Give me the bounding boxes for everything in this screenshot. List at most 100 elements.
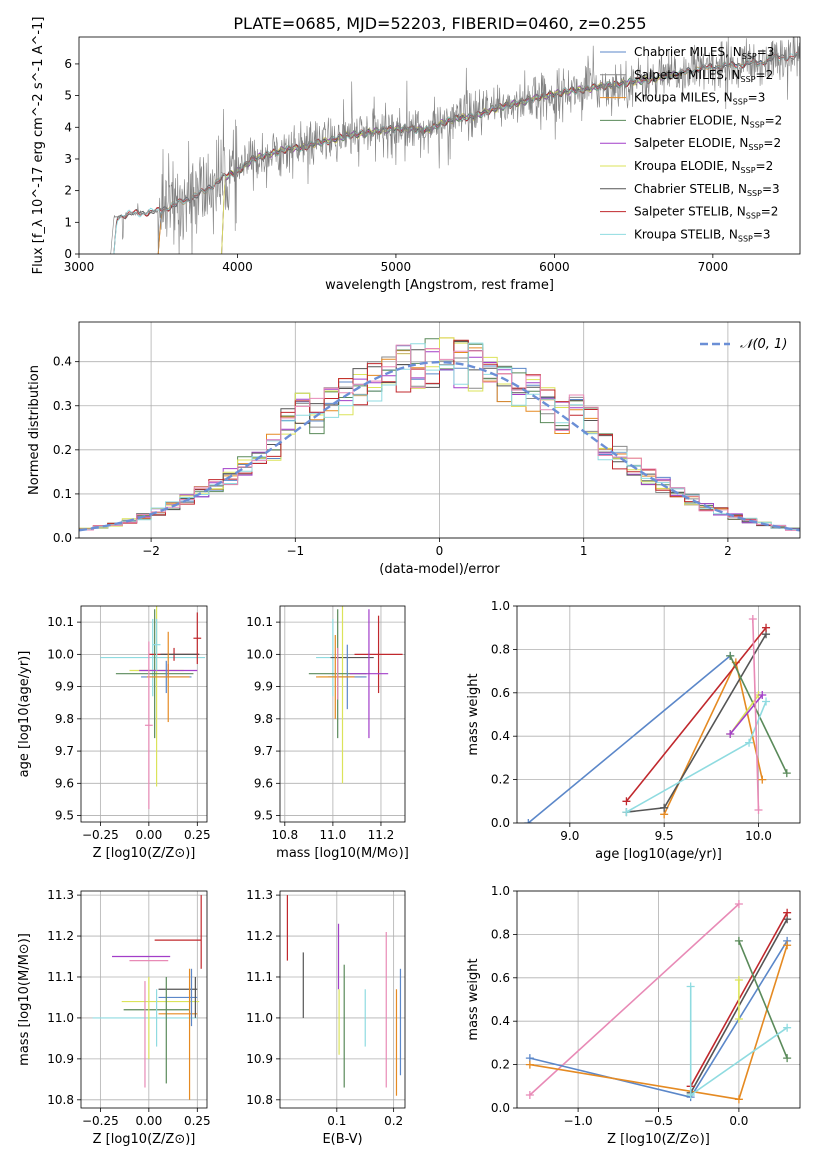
y-tick-label: 10.9 — [47, 1052, 74, 1066]
weight-marker — [734, 900, 743, 909]
y-axis-label: mass weight — [466, 958, 481, 1040]
weight-marker — [783, 1023, 792, 1032]
normal-curve — [79, 360, 800, 532]
legend-entry: Chabrier STELIB, NSSP=3 — [634, 182, 780, 198]
x-tick-label: 0.2 — [384, 1114, 403, 1128]
y-tick-label: 9.9 — [254, 680, 273, 694]
model-spectrum-line — [221, 71, 681, 254]
y-tick-label: 1.0 — [491, 599, 510, 613]
legend-entry: Salpeter ELODIE, NSSP=2 — [634, 136, 781, 152]
y-tick-label: 9.6 — [254, 776, 273, 790]
y-axis-label: mass [log10(M/M⊙)] — [17, 933, 32, 1066]
x-tick-label: 11.2 — [368, 828, 395, 842]
axes-frame — [78, 36, 801, 255]
weight-line — [626, 633, 767, 813]
weight-marker — [762, 697, 771, 706]
x-tick-label: 7000 — [698, 260, 729, 274]
weight-marker — [734, 936, 743, 945]
y-tick-label: 0.4 — [491, 729, 510, 743]
y-tick-label: 9.8 — [254, 712, 273, 726]
histogram-step — [79, 339, 800, 531]
y-tick-label: 0.0 — [491, 1101, 510, 1115]
weight-marker — [660, 803, 669, 812]
weight-line — [752, 618, 760, 811]
axes-frame — [516, 890, 801, 1109]
legend-entry: Salpeter STELIB, NSSP=2 — [634, 205, 778, 221]
mass-vs-ebv-axes: 0.1 0.2 10.8 10.9 11.0 11.1 11.2 11.3 E(B-V) — [246, 888, 406, 1147]
weight-line — [729, 655, 788, 774]
x-tick-label: 5000 — [381, 260, 412, 274]
y-tick-label: 9.6 — [55, 776, 74, 790]
age-vs-Z-axes: −0.25 0.00 0.25 9.5 9.6 9.7 9.8 9.9 10.0 10.1 Z [l… — [17, 605, 211, 861]
axes-frame — [80, 605, 208, 823]
y-tick-label: 0.4 — [53, 355, 72, 369]
massweight-vs-Z-axes: −1.0 −0.5 0.0 0.0 0.2 0.4 0.6 0.8 1.0 Z [log10(Z/… — [466, 884, 801, 1147]
y-tick-label: 11.3 — [246, 888, 273, 902]
x-tick-label: 10.8 — [271, 828, 298, 842]
axes-frame — [80, 890, 208, 1109]
weight-marker — [734, 975, 743, 984]
y-tick-label: 2 — [64, 184, 72, 198]
y-tick-label: 10.1 — [246, 615, 273, 629]
y-tick-label: 0.1 — [53, 487, 72, 501]
legend-entry: Chabrier MILES, NSSP=3 — [634, 45, 774, 61]
histogram-step — [79, 344, 800, 531]
axes-frame — [279, 890, 406, 1109]
x-tick-label: 9.5 — [655, 829, 674, 843]
y-tick-label: 10.8 — [246, 1093, 273, 1107]
x-axis-label: wavelength [Angstrom, rest frame] — [325, 278, 554, 293]
x-tick-label: 1 — [580, 544, 588, 558]
weight-line — [527, 655, 731, 823]
weight-marker — [783, 1054, 792, 1063]
figure-title: PLATE=0685, MJD=52203, FIBERID=0460, z=0… — [233, 14, 646, 33]
x-tick-label: −1.0 — [564, 1114, 593, 1128]
y-tick-label: 0.4 — [491, 1014, 510, 1028]
plot-area — [110, 37, 800, 254]
y-axis-label: Normed distribution — [27, 365, 42, 495]
x-tick-label: 0.25 — [184, 1114, 211, 1128]
spectrum-axes: 3000 4000 5000 6000 7000 0 1 2 3 4 5 6 wavelength [A… — [31, 17, 801, 293]
x-tick-label: 0.1 — [327, 1114, 346, 1128]
weight-marker — [686, 1090, 695, 1099]
legend-entry: 𝒩(0, 1) — [740, 337, 787, 352]
x-axis-label: Z [log10(Z/Z⊙)] — [93, 1132, 196, 1147]
weight-marker — [758, 775, 767, 784]
plot-area — [525, 900, 792, 1104]
y-tick-label: 11.2 — [47, 929, 74, 943]
y-tick-label: 0.8 — [491, 927, 510, 941]
plot-area — [79, 337, 800, 532]
weight-marker — [754, 805, 763, 814]
x-tick-label: −2 — [142, 544, 160, 558]
weight-marker — [734, 1015, 743, 1024]
axes-frame — [78, 321, 801, 539]
y-tick-label: 9.9 — [55, 680, 74, 694]
x-tick-label: 9.0 — [560, 829, 579, 843]
y-tick-label: 6 — [64, 57, 72, 71]
weight-marker — [783, 941, 792, 950]
weight-marker — [726, 730, 735, 739]
plot-area — [100, 606, 206, 810]
plot-area — [92, 895, 202, 1100]
weight-marker — [524, 819, 533, 823]
x-axis-label: Z [log10(Z/Z⊙)] — [93, 846, 196, 861]
axes-frame — [279, 605, 406, 823]
x-tick-label: 0.0 — [729, 1114, 748, 1128]
weight-marker — [622, 797, 631, 806]
legend-entry: Chabrier ELODIE, NSSP=2 — [634, 113, 782, 129]
weight-line — [626, 701, 767, 813]
residuals-axes: −2 −1 0 1 2 0.0 0.1 0.2 0.3 0.4 (data-model)/error… — [27, 321, 801, 577]
x-tick-label: 0.00 — [135, 828, 162, 842]
y-tick-label: 9.5 — [254, 809, 273, 823]
weight-marker — [748, 615, 757, 624]
weight-marker — [525, 1090, 534, 1099]
y-tick-label: 11.2 — [246, 929, 273, 943]
x-tick-label: −0.25 — [82, 828, 119, 842]
y-tick-label: 0.3 — [53, 399, 72, 413]
plot-area — [308, 606, 403, 784]
data-spectrum-line — [110, 37, 800, 254]
y-tick-label: 11.3 — [47, 888, 74, 902]
model-spectrum-line — [221, 70, 681, 254]
weight-marker — [762, 623, 771, 632]
y-tick-label: 0 — [64, 247, 72, 261]
weight-marker — [783, 908, 792, 917]
